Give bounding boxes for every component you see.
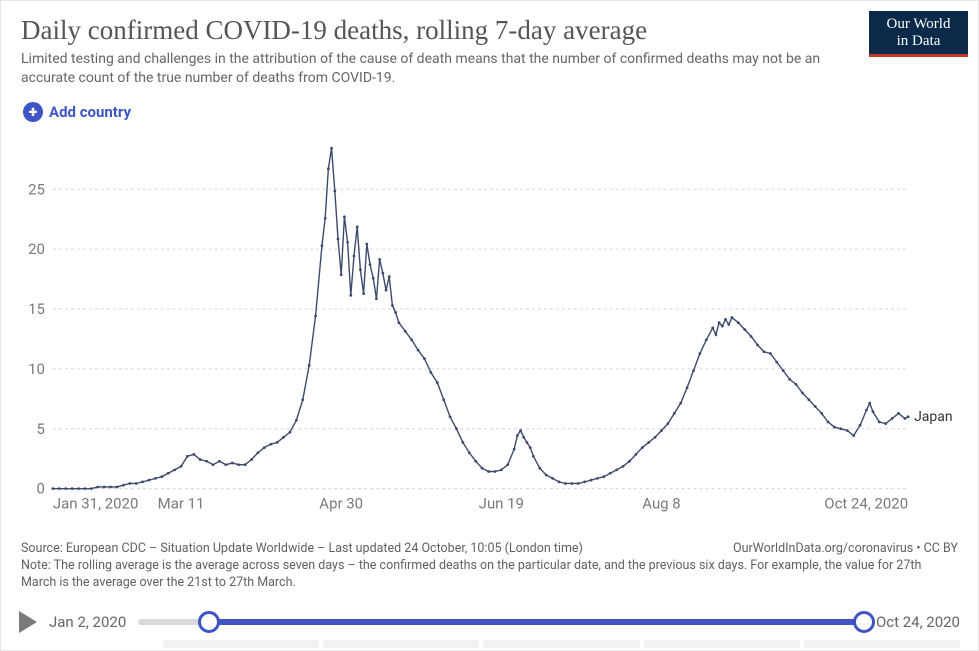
add-country-button[interactable]: + Add country <box>23 102 131 122</box>
note-text: Note: The rolling average is the average… <box>21 558 958 592</box>
attribution-text: OurWorldInData.org/coronavirus • CC BY <box>733 541 958 558</box>
svg-text:10: 10 <box>28 360 45 378</box>
x-axis: Jan 31, 2020 Mar 11 Apr 30 Jun 19 Aug 8 Oct 2… <box>53 495 908 513</box>
series-group: Japan <box>52 147 953 490</box>
line-chart: 0 5 10 15 20 25 Jan 31, 2020 Mar 11 Apr 30 Jun 1… <box>19 147 960 517</box>
header: Daily confirmed COVID-19 deaths, rolling… <box>1 1 978 88</box>
chart-area: 0 5 10 15 20 25 Jan 31, 2020 Mar 11 Apr 30 Jun 1… <box>19 147 960 517</box>
timeline-handle-start[interactable] <box>198 611 220 633</box>
add-country-label: Add country <box>49 103 131 121</box>
tab-placeholder[interactable] <box>163 640 319 648</box>
chart-subtitle: Limited testing and challenges in the at… <box>21 50 841 88</box>
plus-circle-icon: + <box>23 102 43 122</box>
logo-line-1: Our World <box>869 16 968 33</box>
tab-placeholder[interactable] <box>644 640 800 648</box>
chart-footer: Source: European CDC – Situation Update … <box>21 541 958 592</box>
svg-text:5: 5 <box>37 420 45 438</box>
tab-strip <box>163 640 960 648</box>
tab-placeholder[interactable] <box>483 640 639 648</box>
timeline-end-label: Oct 24, 2020 <box>876 613 960 631</box>
timeline-selected-range <box>209 619 864 625</box>
svg-text:15: 15 <box>28 300 45 318</box>
svg-text:20: 20 <box>28 240 45 258</box>
svg-text:0: 0 <box>37 480 45 498</box>
chart-card: Our World in Data Daily confirmed COVID-… <box>0 0 979 651</box>
svg-text:Mar 11: Mar 11 <box>158 495 205 513</box>
chart-title: Daily confirmed COVID-19 deaths, rolling… <box>21 15 958 46</box>
timeline: Jan 2, 2020 Oct 24, 2020 <box>19 608 960 636</box>
timeline-track[interactable] <box>138 619 864 625</box>
logo-line-2: in Data <box>869 33 968 50</box>
owid-logo: Our World in Data <box>869 11 968 57</box>
series-label-japan[interactable]: Japan <box>914 409 952 425</box>
tab-placeholder[interactable] <box>804 640 960 648</box>
timeline-handle-end[interactable] <box>853 611 875 633</box>
y-gridlines <box>53 189 908 488</box>
tab-placeholder[interactable] <box>323 640 479 648</box>
source-text: Source: European CDC – Situation Update … <box>21 541 583 556</box>
play-button[interactable] <box>19 611 37 633</box>
timeline-start-label: Jan 2, 2020 <box>49 613 126 631</box>
svg-text:Jan 31, 2020: Jan 31, 2020 <box>53 495 138 513</box>
svg-text:Jun 19: Jun 19 <box>479 495 524 513</box>
svg-text:25: 25 <box>28 180 45 198</box>
svg-text:Apr 30: Apr 30 <box>319 495 363 513</box>
svg-text:Aug 8: Aug 8 <box>642 495 680 513</box>
y-axis: 0 5 10 15 20 25 <box>28 180 45 497</box>
svg-text:Oct 24, 2020: Oct 24, 2020 <box>824 495 908 513</box>
